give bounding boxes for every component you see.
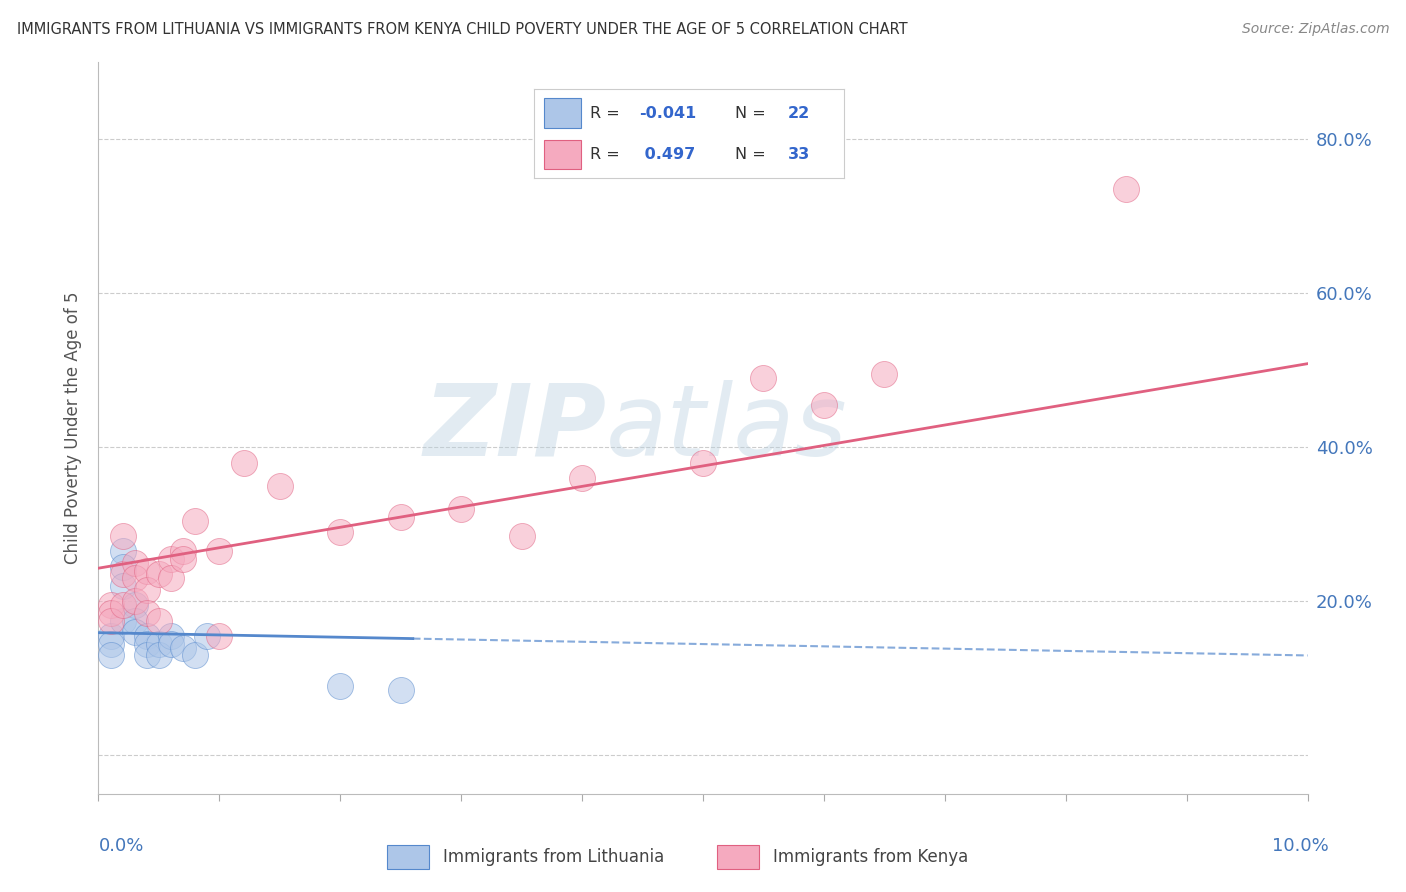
Point: [184, 514, 207, 528]
Point: [752, 371, 775, 385]
Point: [160, 571, 183, 585]
Text: R =: R =: [591, 147, 624, 161]
Point: [148, 637, 170, 651]
Point: [135, 629, 157, 643]
Point: [124, 556, 146, 570]
Text: 10.0%: 10.0%: [1272, 837, 1329, 855]
Point: [111, 544, 134, 558]
Text: 22: 22: [787, 106, 810, 120]
Point: [208, 629, 231, 643]
Point: [450, 502, 472, 516]
Point: [389, 682, 412, 697]
Text: IMMIGRANTS FROM LITHUANIA VS IMMIGRANTS FROM KENYA CHILD POVERTY UNDER THE AGE O: IMMIGRANTS FROM LITHUANIA VS IMMIGRANTS …: [17, 22, 907, 37]
Point: [160, 629, 183, 643]
Text: N =: N =: [735, 147, 772, 161]
Point: [124, 599, 146, 613]
Point: [111, 579, 134, 593]
Point: [172, 544, 194, 558]
Point: [100, 648, 122, 663]
Point: [160, 552, 183, 566]
Bar: [717, 845, 759, 869]
Point: [100, 599, 122, 613]
Point: [329, 525, 352, 540]
Point: [232, 456, 254, 470]
Bar: [387, 845, 429, 869]
Point: [111, 529, 134, 543]
Point: [124, 625, 146, 640]
Point: [135, 582, 157, 597]
Point: [100, 614, 122, 628]
Text: Source: ZipAtlas.com: Source: ZipAtlas.com: [1241, 22, 1389, 37]
Text: 0.0%: 0.0%: [98, 837, 143, 855]
Point: [135, 637, 157, 651]
Text: Immigrants from Lithuania: Immigrants from Lithuania: [443, 847, 664, 866]
Point: [692, 456, 714, 470]
Point: [329, 679, 352, 693]
Point: [135, 648, 157, 663]
Point: [100, 606, 122, 620]
Text: R =: R =: [591, 106, 624, 120]
Point: [195, 629, 218, 643]
Point: [111, 559, 134, 574]
Point: [571, 471, 593, 485]
Text: ZIP: ZIP: [423, 380, 606, 476]
Text: 33: 33: [787, 147, 810, 161]
Point: [124, 594, 146, 608]
Text: 0.497: 0.497: [640, 147, 696, 161]
Point: [184, 648, 207, 663]
Point: [172, 552, 194, 566]
Text: N =: N =: [735, 106, 772, 120]
Point: [135, 564, 157, 578]
Point: [111, 567, 134, 582]
Point: [148, 614, 170, 628]
Point: [100, 637, 122, 651]
Text: Immigrants from Kenya: Immigrants from Kenya: [773, 847, 969, 866]
Point: [208, 544, 231, 558]
Point: [124, 571, 146, 585]
Point: [124, 614, 146, 628]
Bar: [544, 140, 581, 169]
Point: [510, 529, 533, 543]
Text: atlas: atlas: [606, 380, 848, 476]
Point: [813, 398, 835, 412]
Point: [1115, 182, 1137, 196]
Point: [160, 637, 183, 651]
Point: [100, 629, 122, 643]
Y-axis label: Child Poverty Under the Age of 5: Child Poverty Under the Age of 5: [65, 292, 83, 565]
Point: [172, 640, 194, 655]
Bar: [544, 98, 581, 128]
Text: -0.041: -0.041: [640, 106, 697, 120]
Point: [148, 567, 170, 582]
Point: [148, 648, 170, 663]
Point: [269, 479, 291, 493]
Point: [389, 509, 412, 524]
Point: [111, 599, 134, 613]
Point: [135, 606, 157, 620]
Point: [873, 368, 896, 382]
Point: [111, 614, 134, 628]
